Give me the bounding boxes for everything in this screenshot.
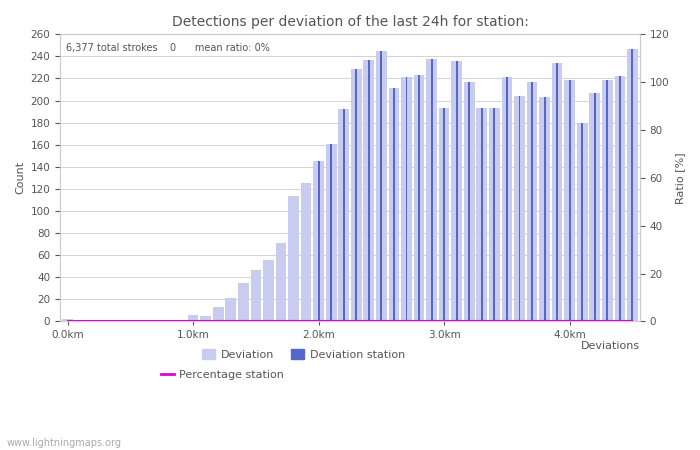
Bar [452,61,462,321]
Bar [213,307,223,321]
Bar [568,80,570,321]
Bar [288,196,299,321]
Bar [263,260,274,321]
Bar [389,89,399,321]
Bar [401,77,412,321]
Bar [188,315,198,321]
Bar [405,77,407,321]
Bar [468,82,470,321]
Bar [363,60,374,321]
Bar [338,109,349,321]
Bar [330,144,332,321]
Bar [594,93,596,321]
Bar [75,320,85,321]
Bar [443,108,445,321]
Bar [393,89,395,321]
Bar [200,316,211,321]
Y-axis label: Ratio [%]: Ratio [%] [675,152,685,204]
Bar [175,320,186,321]
Bar [631,49,634,321]
Bar [581,123,583,321]
Bar [606,80,608,321]
Bar [489,108,500,321]
Bar [238,283,248,321]
Bar [314,161,324,321]
Bar [62,319,73,321]
Bar [552,63,563,321]
Bar [251,270,261,321]
Bar [225,298,236,321]
Bar [589,93,600,321]
Bar [380,51,382,321]
Bar [615,76,625,321]
Bar [414,75,424,321]
Bar [351,68,362,321]
Bar [343,109,344,321]
Bar [577,123,587,321]
Bar [564,80,575,321]
Bar [276,243,286,321]
Bar [439,108,449,321]
Bar [556,63,558,321]
Bar [494,108,496,321]
Bar [318,161,320,321]
Bar [619,76,621,321]
Legend: Percentage station: Percentage station [156,365,288,385]
Bar [539,97,550,321]
Text: www.lightningmaps.org: www.lightningmaps.org [7,438,122,448]
Bar [627,49,638,321]
Title: Detections per deviation of the last 24h for station:: Detections per deviation of the last 24h… [172,15,528,29]
Bar [514,96,525,321]
Bar [356,68,357,321]
Bar [602,80,612,321]
Bar [301,184,312,321]
Bar [464,82,475,321]
Bar [418,75,420,321]
Y-axis label: Count: Count [15,161,25,194]
Bar [502,77,512,321]
Bar [426,58,437,321]
Bar [481,108,483,321]
Bar [477,108,487,321]
Bar [456,61,458,321]
Bar [430,58,433,321]
Text: 6,377 total strokes    0      mean ratio: 0%: 6,377 total strokes 0 mean ratio: 0% [66,43,270,53]
Text: Deviations: Deviations [581,342,640,351]
Bar [544,97,545,321]
Bar [506,77,508,321]
Bar [368,60,370,321]
Bar [519,96,520,321]
Bar [376,51,386,321]
Bar [526,82,538,321]
Bar [531,82,533,321]
Bar [326,144,337,321]
